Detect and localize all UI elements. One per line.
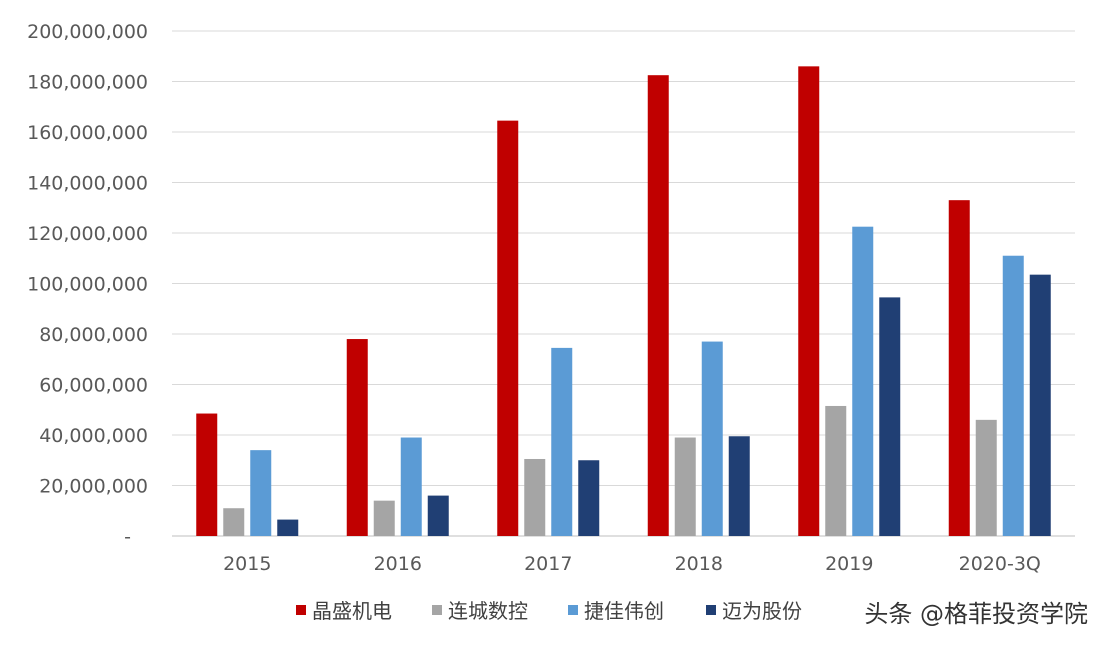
bar: [1029, 274, 1051, 536]
bar: [427, 495, 449, 536]
bar: [948, 200, 970, 537]
x-tick-label: 2018: [675, 553, 723, 575]
x-tick-label: 2017: [524, 553, 572, 575]
x-tick-label: 2015: [223, 553, 271, 575]
gridlines: [172, 30, 1075, 537]
y-tick-label: 100,000,000: [27, 274, 148, 296]
y-tick-label: 40,000,000: [39, 425, 148, 447]
x-tick-label: 2016: [374, 553, 422, 575]
y-tick-label: 120,000,000: [27, 223, 148, 245]
legend-swatch: [432, 605, 442, 615]
y-tick-label: 180,000,000: [27, 72, 148, 94]
y-tick-label: -: [124, 526, 131, 548]
bar: [728, 436, 750, 536]
bar: [373, 500, 395, 536]
bar: [250, 450, 272, 536]
bar: [578, 460, 600, 536]
bar: [524, 458, 546, 536]
y-tick-label: 60,000,000: [39, 375, 148, 397]
bar: [400, 437, 422, 536]
bar: [1002, 255, 1024, 536]
y-tick-label: 80,000,000: [39, 324, 148, 346]
legend-swatch: [296, 605, 306, 615]
legend-label: 捷佳伟创: [584, 599, 664, 623]
bar: [223, 508, 245, 536]
bar: [196, 413, 218, 536]
bar: [674, 437, 696, 536]
legend-swatch: [706, 605, 716, 615]
legend-label: 晶盛机电: [312, 599, 392, 623]
bar: [701, 341, 723, 536]
bar: [879, 297, 901, 536]
y-tick-label: 160,000,000: [27, 122, 148, 144]
y-tick-label: 20,000,000: [39, 476, 148, 498]
legend-label: 连城数控: [448, 599, 528, 623]
legend-swatch: [568, 605, 578, 615]
bar: [497, 120, 519, 536]
x-axis-ticks: 2015 2016 2017 2018 2019 2020-3Q: [223, 553, 1041, 575]
legend: 晶盛机电 连城数控 捷佳伟创 迈为股份: [296, 599, 802, 623]
x-tick-label: 2019: [825, 553, 873, 575]
y-axis-ticks: - 20,000,000 40,000,000 60,000,000 80,000,00…: [27, 21, 148, 548]
bar: [825, 405, 847, 536]
y-tick-label: 140,000,000: [27, 173, 148, 195]
bar: [852, 226, 874, 536]
bar: [277, 519, 299, 536]
bar: [975, 419, 997, 536]
watermark-text: 头条 @格菲投资学院: [864, 600, 1088, 628]
y-tick-label: 200,000,000: [27, 21, 148, 43]
bar: [551, 347, 573, 536]
legend-label: 迈为股份: [722, 599, 802, 623]
bar: [798, 66, 820, 536]
bar: [647, 75, 669, 536]
x-tick-label: 2020-3Q: [959, 553, 1041, 575]
bars: [196, 66, 1051, 537]
bar: [346, 339, 368, 536]
